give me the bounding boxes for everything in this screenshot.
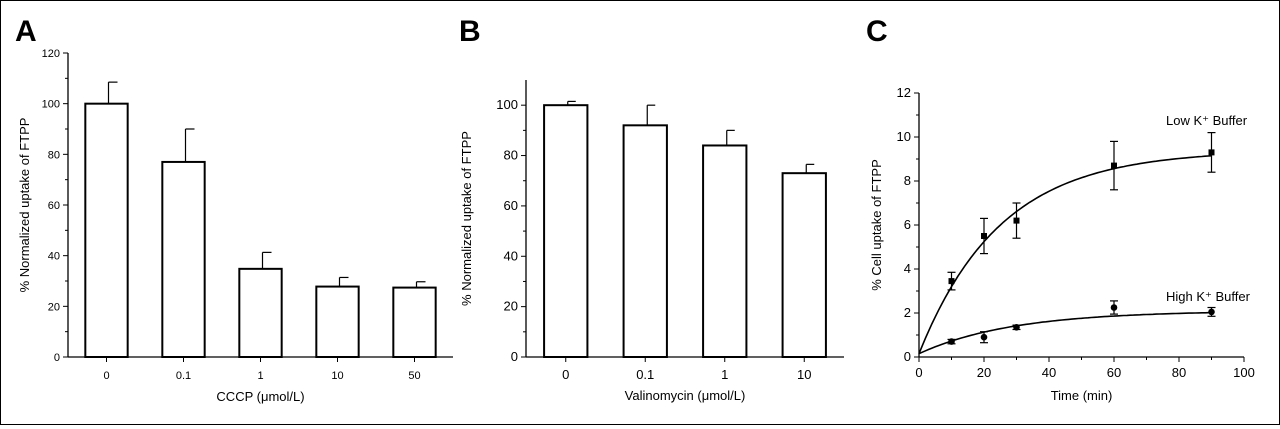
undefined-x-tick-label: 0 <box>562 367 569 382</box>
undefined-x-tick-label: 10 <box>797 367 811 382</box>
undefined-bar <box>238 267 283 358</box>
high-k-data-point <box>1013 324 1020 331</box>
undefined-y-tick-label: 100 <box>496 97 518 112</box>
undefined-y-axis-label: % Normalized uptake of FTPP <box>17 118 32 293</box>
undefined-y-tick-label: 60 <box>504 198 518 213</box>
undefined-x-axis-label: Valinomycin (μmol/L) <box>625 388 746 403</box>
undefined-bar <box>702 144 748 358</box>
panel-letter-c: C <box>866 15 888 48</box>
undefined-x-tick-label: 0.1 <box>176 370 191 382</box>
panel-letter-b: B <box>459 15 481 48</box>
c-y-tick-label: 2 <box>904 305 911 320</box>
undefined-bar <box>543 104 589 358</box>
c-y-tick-label: 6 <box>904 217 911 232</box>
high-k-data-point <box>1208 308 1215 316</box>
c-y-tick-label: 12 <box>897 85 911 100</box>
undefined-bar <box>315 285 360 358</box>
undefined-x-axis-label: CCCP (μmol/L) <box>216 389 304 404</box>
undefined-x-tick-label: 1 <box>721 367 728 382</box>
high-k-data-point <box>980 333 988 341</box>
c-x-tick-label: 0 <box>915 365 922 380</box>
high-k-fit-curve <box>918 311 1212 355</box>
c-x-tick-label: 80 <box>1172 365 1186 380</box>
undefined-y-tick-label: 0 <box>511 349 518 364</box>
panel-letter-a: A <box>15 15 37 48</box>
high-k-data-point <box>948 338 955 345</box>
c-y-tick-label: 0 <box>904 349 911 364</box>
panel-a-chart: 0 20 40 60 80 100 120 0 0.1 1 10 50 CCCP (μmol/L) % N… <box>17 48 453 404</box>
c-x-tick-label: 60 <box>1107 365 1121 380</box>
undefined-x-tick-label: 0 <box>103 370 109 382</box>
undefined-y-axis-label: % Normalized uptake of FTPP <box>459 131 474 306</box>
low-k-fit-curve <box>918 155 1212 355</box>
undefined-x-tick-label: 0.1 <box>636 367 654 382</box>
undefined-y-tick-label: 40 <box>48 251 60 263</box>
c-x-tick-label: 40 <box>1042 365 1056 380</box>
c-y-tick-label: 4 <box>904 261 911 276</box>
undefined-bar <box>781 172 827 358</box>
c-x-tick-label: 100 <box>1233 365 1255 380</box>
low-k-series-label: Low K⁺ Buffer <box>1166 113 1248 128</box>
high-k-series-label: High K⁺ Buffer <box>1166 289 1251 304</box>
undefined-bar <box>622 124 668 358</box>
undefined-y-tick-label: 80 <box>504 148 518 163</box>
c-y-axis-label: % Cell uptake of FTPP <box>869 159 884 291</box>
undefined-bar <box>84 102 129 358</box>
low-k-data-point <box>1111 162 1117 169</box>
panel-b-chart: 0 20 40 60 80 100 0 0.1 1 10 Valinomycin (μmol/L)%… <box>459 80 844 403</box>
c-x-tick-label: 20 <box>977 365 991 380</box>
c-y-tick-label: 10 <box>897 129 911 144</box>
undefined-y-tick-label: 0 <box>54 352 60 364</box>
high-k-data-point <box>1110 304 1118 311</box>
low-k-data-point <box>981 233 987 239</box>
undefined-y-tick-label: 120 <box>42 48 60 60</box>
undefined-x-tick-label: 1 <box>257 370 263 382</box>
low-k-data-point <box>948 278 955 285</box>
c-y-tick-label: 8 <box>904 173 911 188</box>
panel-c-chart: 0 2 4 6 8 10 12 0 20 40 60 80 100 Low K⁺ Buffer High K… <box>869 85 1255 403</box>
undefined-y-tick-label: 100 <box>42 99 60 111</box>
undefined-x-tick-label: 10 <box>331 370 343 382</box>
undefined-x-tick-label: 50 <box>408 370 420 382</box>
undefined-y-tick-label: 40 <box>504 248 518 263</box>
undefined-y-tick-label: 20 <box>504 299 518 314</box>
undefined-y-tick-label: 60 <box>48 200 60 212</box>
undefined-bar <box>392 286 437 358</box>
undefined-y-tick-label: 20 <box>48 301 60 313</box>
low-k-data-point <box>1013 217 1020 224</box>
c-x-axis-label: Time (min) <box>1051 388 1113 403</box>
undefined-y-tick-label: 80 <box>48 149 60 161</box>
undefined-bar <box>161 160 206 358</box>
low-k-data-point <box>1208 149 1215 156</box>
